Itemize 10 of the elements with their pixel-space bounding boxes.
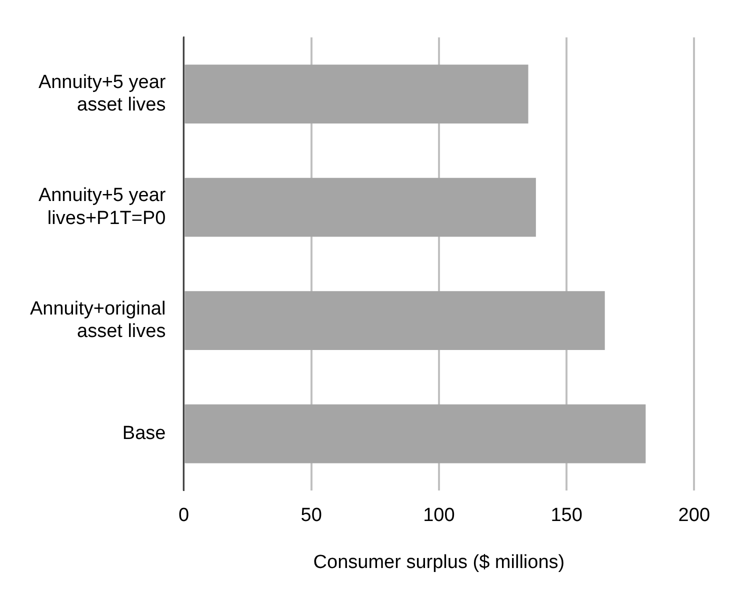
- x-tick-label: 50: [300, 505, 322, 526]
- x-axis-title: Consumer surplus ($ millions): [313, 552, 565, 573]
- y-tick-label: Annuity+5 year asset lives: [38, 72, 166, 116]
- x-tick-label: 100: [423, 505, 455, 526]
- y-tick-label: Base: [122, 423, 166, 444]
- y-tick-label: Annuity+5 year lives+P1T=P0: [38, 185, 166, 229]
- y-tick-label: Annuity+original asset lives: [30, 298, 166, 342]
- x-tick-label: 0: [178, 505, 190, 526]
- x-tick-label: 200: [678, 505, 710, 526]
- x-tick-label: 150: [550, 505, 582, 526]
